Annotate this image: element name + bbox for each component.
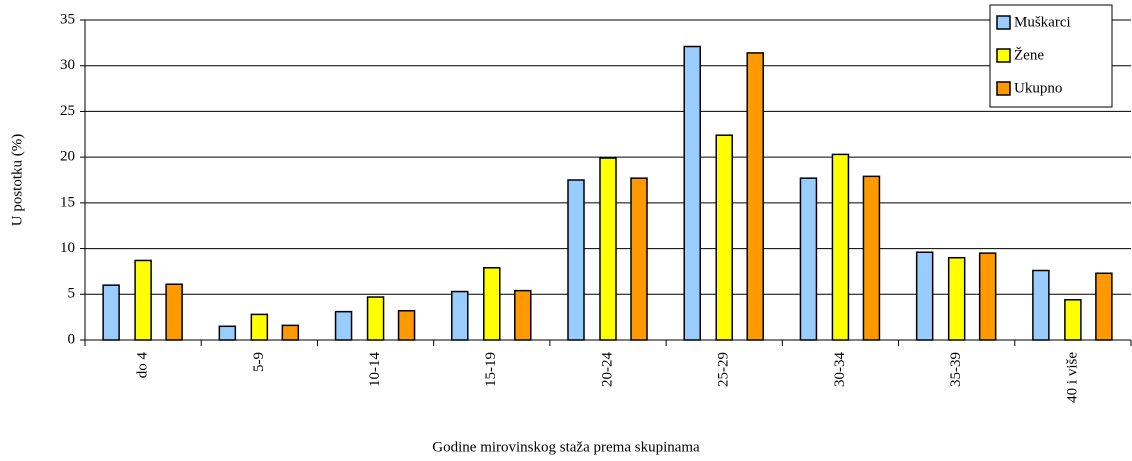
bar [683, 45, 701, 341]
legend-swatch [996, 15, 1011, 30]
bar [799, 177, 818, 341]
legend-label: Muškarci [1014, 14, 1071, 30]
x-tick-label: 20-24 [599, 352, 615, 387]
bar [218, 325, 237, 341]
bar [567, 179, 585, 341]
y-tick-label: 10 [60, 240, 75, 256]
bar [1032, 269, 1050, 341]
x-tick-label: 5-9 [251, 352, 267, 372]
bar [715, 134, 733, 341]
legend-label: Žene [1014, 46, 1044, 63]
bar [630, 177, 648, 341]
bar [831, 153, 850, 341]
legend-swatch [996, 81, 1011, 96]
y-axis-title: U postotku (%) [9, 134, 25, 227]
y-tick-label: 20 [60, 149, 75, 165]
bar [1064, 299, 1082, 341]
bar [947, 256, 966, 341]
bar [599, 157, 617, 341]
bar [862, 175, 881, 341]
y-tick-label: 5 [68, 286, 76, 302]
x-tick-label: 25-29 [716, 352, 732, 387]
bar [134, 259, 152, 341]
bar [514, 289, 532, 341]
bar [746, 52, 764, 341]
x-axis-title: Godine mirovinskog staža prema skupinama [432, 439, 700, 455]
x-tick-label: 10-14 [367, 352, 383, 387]
bar [483, 267, 501, 341]
x-tick-label: 30-34 [832, 352, 848, 387]
y-tick-label: 0 [68, 331, 76, 347]
x-tick-label: 15-19 [483, 352, 499, 387]
bar [366, 296, 385, 341]
bar [1095, 272, 1113, 341]
bar [102, 284, 120, 341]
y-tick-label: 25 [60, 103, 75, 119]
bar [165, 283, 183, 341]
bar [334, 310, 353, 341]
bar [915, 251, 934, 341]
y-tick-label: 15 [60, 194, 75, 210]
bar [451, 290, 469, 341]
bar [978, 252, 997, 341]
bar [397, 309, 416, 341]
y-tick-label: 30 [60, 57, 75, 73]
x-tick-label: 35-39 [948, 352, 964, 387]
bar [250, 313, 269, 341]
y-tick-label: 35 [60, 11, 75, 27]
bar [281, 324, 300, 341]
x-tick-label: do 4 [135, 352, 151, 379]
legend-swatch [996, 48, 1011, 63]
legend-label: Ukupno [1014, 80, 1062, 96]
x-tick-label: 40 i više [1064, 352, 1080, 403]
